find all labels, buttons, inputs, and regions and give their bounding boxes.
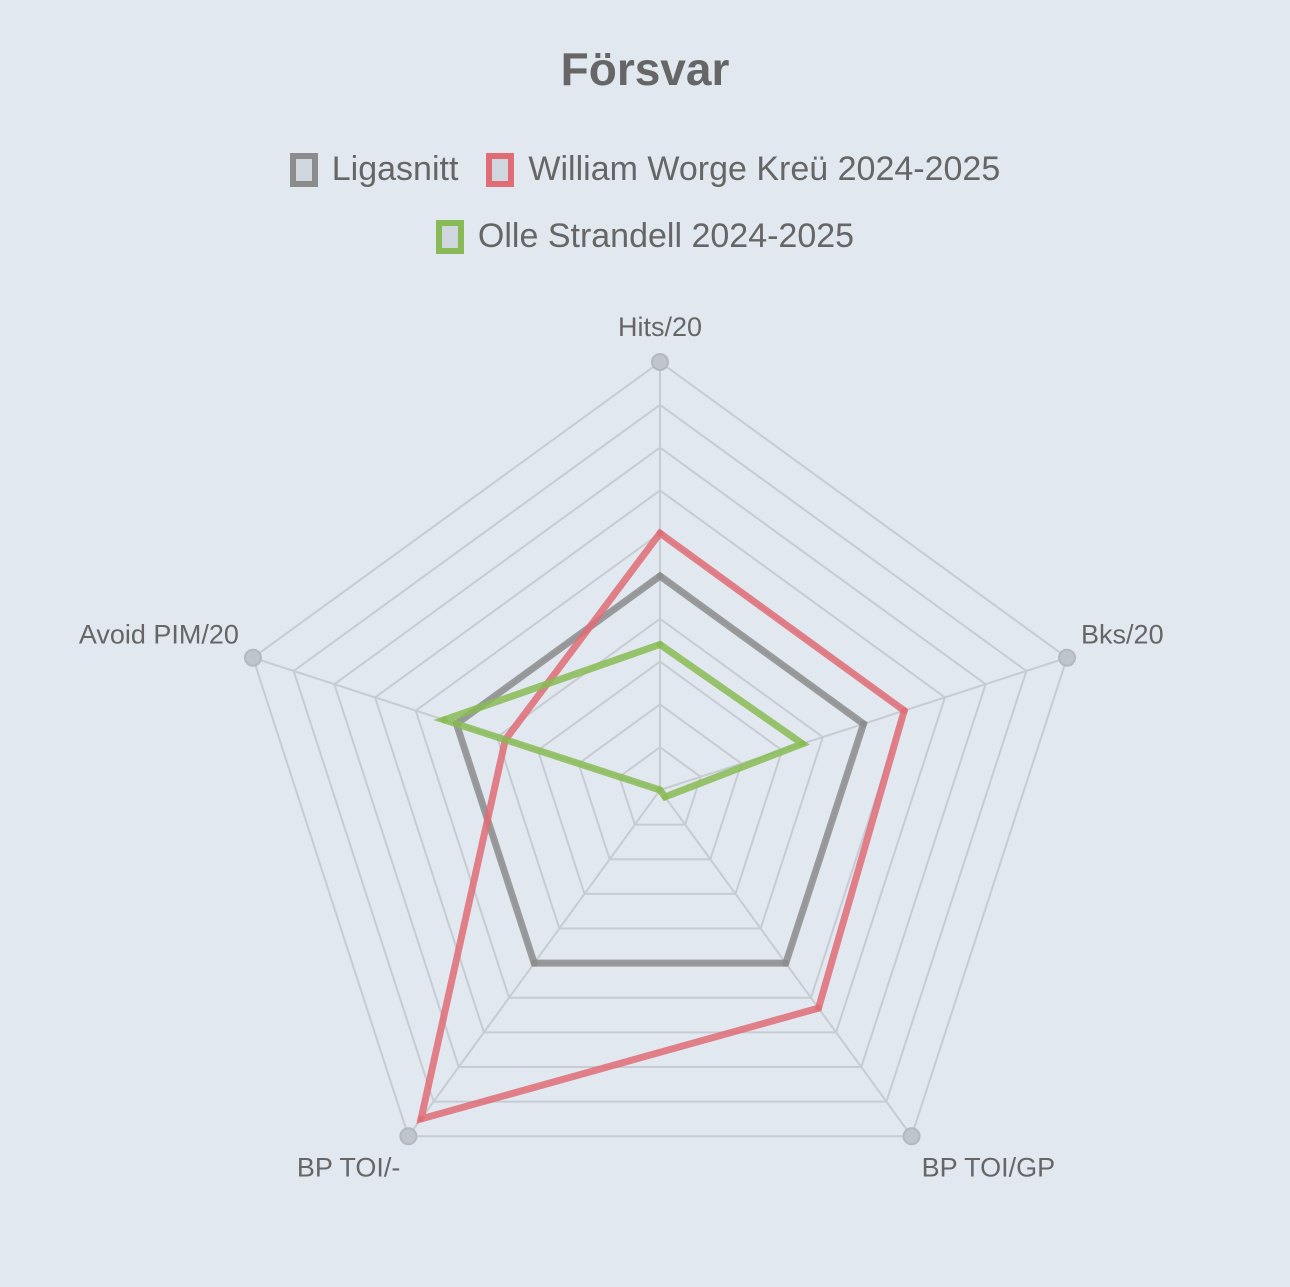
grid-ring — [251, 360, 1069, 1138]
legend-swatch-william — [486, 152, 515, 187]
grid-ring — [292, 403, 1028, 1103]
grid-ring — [536, 660, 784, 895]
legend-label: William Worge Kreü 2024-2025 — [528, 150, 1001, 188]
series-2-point — [661, 793, 669, 801]
series-1-point — [900, 707, 908, 715]
legend-swatch-ligasnitt — [289, 152, 318, 187]
series-1-point — [656, 529, 664, 537]
axis-end-marker — [902, 1127, 921, 1146]
grid-ring — [373, 489, 947, 1034]
grid-ring — [577, 703, 743, 861]
grid-ring — [333, 446, 987, 1069]
series-0-line — [452, 571, 868, 967]
legend-label: Ligasnitt — [331, 150, 459, 188]
axis-end-marker — [399, 1127, 418, 1146]
axis-label: BP TOI/- — [297, 1152, 401, 1182]
series-0-point — [656, 572, 664, 580]
axis-end-marker — [243, 648, 262, 667]
series-2-line — [433, 640, 810, 802]
series-1-point — [417, 1115, 425, 1123]
series-1-point — [814, 1004, 822, 1012]
legend-label: Olle Strandell 2024-2025 — [477, 217, 855, 255]
legend-swatch-olle — [435, 219, 464, 254]
chart-title: Försvar — [560, 43, 730, 95]
series-0-point — [782, 959, 790, 967]
axis-label: Bks/20 — [1081, 620, 1164, 650]
grid-ring — [618, 745, 702, 826]
series-0-point — [860, 720, 868, 728]
legend-row: Ligasnitt William Worge Kreü 2024-2025 — [0, 150, 1290, 189]
legend-row: Olle Strandell 2024-2025 — [0, 217, 1290, 256]
series-2-point — [656, 786, 664, 794]
axis-label: BP TOI/GP — [922, 1152, 1056, 1182]
legend-item-william[interactable]: William Worge Kreü 2024-2025 — [486, 150, 1000, 189]
axis-label: Avoid PIM/20 — [79, 620, 239, 650]
series-2-point — [656, 640, 664, 648]
axis-end-marker — [651, 353, 669, 371]
series-2-point — [798, 740, 806, 748]
series-2-point — [440, 716, 448, 724]
series-0-point — [530, 959, 538, 967]
series-1-line — [416, 528, 909, 1124]
axis-end-marker — [1058, 648, 1077, 667]
axis-label: Hits/20 — [618, 312, 702, 342]
legend-item-olle[interactable]: Olle Strandell 2024-2025 — [435, 217, 855, 256]
legend-item-ligasnitt[interactable]: Ligasnitt — [289, 150, 459, 189]
